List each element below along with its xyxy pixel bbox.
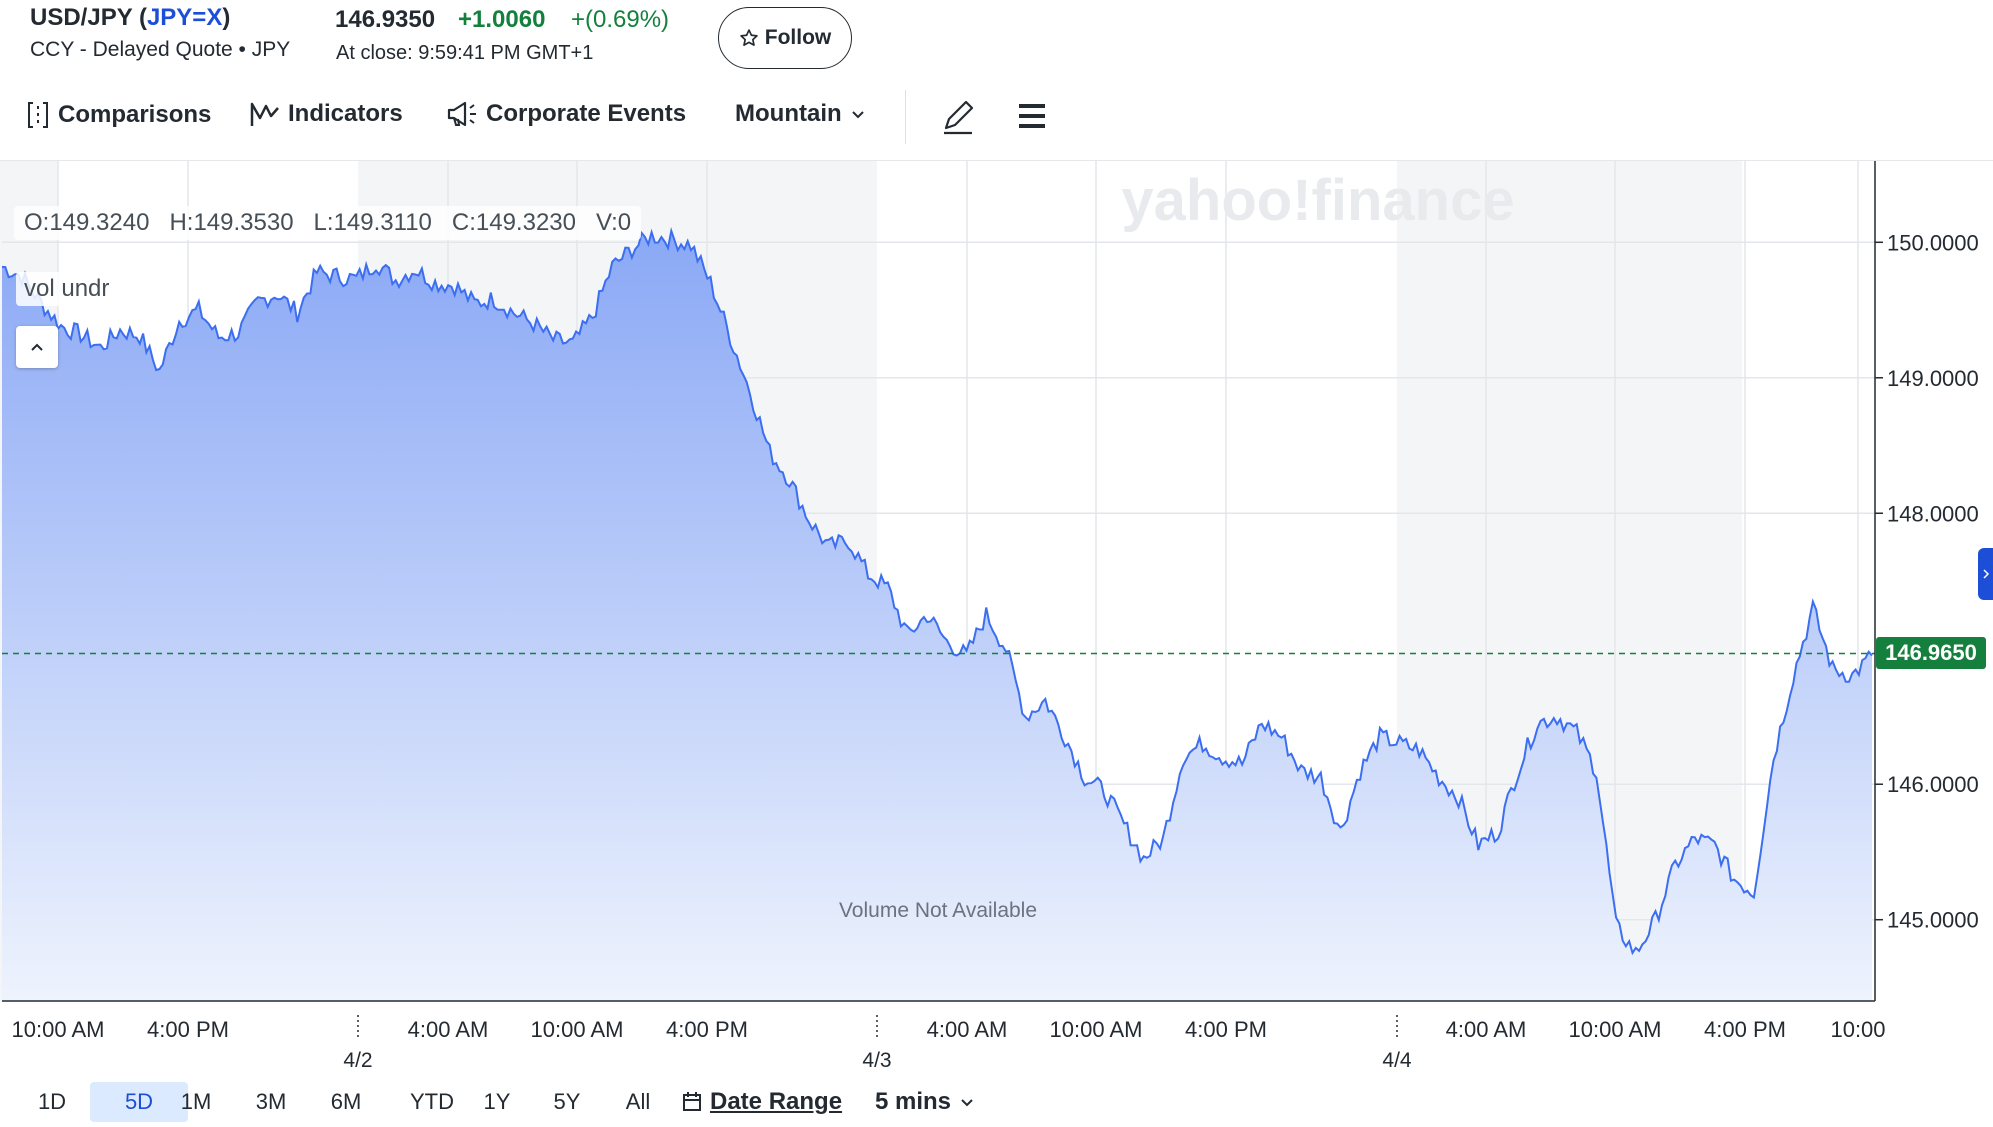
megaphone-icon xyxy=(447,101,476,127)
comparisons-icon xyxy=(28,102,48,128)
date-label: 4/4 xyxy=(1382,1049,1412,1072)
range-1d-button[interactable]: 1D xyxy=(37,1089,67,1114)
follow-button[interactable]: Follow xyxy=(718,7,852,69)
comparisons-button[interactable]: Comparisons xyxy=(26,100,211,130)
y-tick-label: 145.0000 xyxy=(1887,908,1979,933)
quote-subtitle: CCY - Delayed Quote • JPY xyxy=(30,38,291,61)
x-tick-label: 4:00 PM xyxy=(666,1017,748,1042)
chevron-down-icon xyxy=(961,1099,973,1107)
side-panel-toggle[interactable] xyxy=(1978,548,1993,600)
chart-top-border xyxy=(0,160,1993,161)
chart-type-dropdown[interactable]: Mountain xyxy=(735,100,866,128)
quote-title: USD/JPY (JPY=X) xyxy=(30,4,230,32)
price-change: +1.0060 xyxy=(458,6,546,33)
x-tick-label: 10:00 AM xyxy=(1569,1017,1662,1042)
ticker-prefix: USD/JPY ( xyxy=(30,4,147,31)
indicators-label: Indicators xyxy=(288,100,403,127)
price-change-percent: +(0.69%) xyxy=(571,6,670,33)
current-price: 146.9350 xyxy=(335,6,436,33)
x-tick-label: 10:00 AM xyxy=(12,1017,105,1042)
toolbar-divider xyxy=(905,90,906,144)
pencil-icon xyxy=(944,100,974,135)
x-tick-label: 4:00 AM xyxy=(1446,1017,1527,1042)
volume-indicator-label: vol undr xyxy=(16,272,118,306)
x-tick-label: 10:00 AM xyxy=(1050,1017,1143,1042)
comparisons-label: Comparisons xyxy=(58,101,212,128)
star-icon xyxy=(740,29,758,46)
range-all-button[interactable]: All xyxy=(625,1089,651,1114)
watermark: yahoo!finance xyxy=(1121,168,1514,233)
ticker-suffix: ) xyxy=(222,4,231,31)
x-tick-label: 4:00 AM xyxy=(408,1017,489,1042)
corporate-events-button[interactable]: Corporate Events xyxy=(446,100,686,128)
last-price-tag: 146.9650 xyxy=(1876,637,1986,670)
y-tick-label: 150.0000 xyxy=(1887,230,1979,255)
draw-button[interactable] xyxy=(940,96,976,141)
range-5y-button[interactable]: 5Y xyxy=(553,1089,581,1114)
x-tick-label: 10:00 AM xyxy=(531,1017,624,1042)
chevron-up-icon xyxy=(31,343,43,351)
price-area xyxy=(2,230,1872,1001)
ohlc-readout: O:149.3240 H:149.3530 L:149.3110 C:149.3… xyxy=(14,206,642,240)
range-1m-button[interactable]: 1M xyxy=(180,1089,212,1114)
x-tick-label: 10:00 xyxy=(1830,1017,1885,1042)
follow-label: Follow xyxy=(764,26,832,49)
chevron-right-icon xyxy=(1982,569,1989,579)
chevron-down-icon xyxy=(851,111,864,119)
x-tick-label: 4:00 PM xyxy=(1185,1017,1267,1042)
range-3m-button[interactable]: 3M xyxy=(255,1089,287,1114)
date-range-button[interactable]: Date Range xyxy=(682,1082,842,1122)
range-ytd-button[interactable]: YTD xyxy=(410,1089,454,1114)
range-5d-button[interactable]: 5D xyxy=(90,1082,188,1122)
chart-type-label: Mountain xyxy=(735,100,842,127)
indicators-icon xyxy=(250,102,279,126)
date-label: 4/2 xyxy=(343,1049,372,1072)
collapse-button[interactable] xyxy=(16,326,58,368)
interval-label: 5 mins xyxy=(875,1088,952,1115)
x-tick-label: 4:00 AM xyxy=(927,1017,1008,1042)
x-tick-label: 4:00 PM xyxy=(1704,1017,1786,1042)
date-range-label: Date Range xyxy=(710,1088,843,1115)
price-chart[interactable]: yahoo!finance 150.0000 149.0000 148.0000 14… xyxy=(0,161,1993,1127)
indicators-button[interactable]: Indicators xyxy=(250,100,403,128)
volume-not-available: Volume Not Available xyxy=(839,899,1037,922)
range-6m-button[interactable]: 6M xyxy=(330,1089,362,1114)
close-time: At close: 9:59:41 PM GMT+1 xyxy=(336,42,594,64)
corporate-events-label: Corporate Events xyxy=(486,100,687,127)
range-1y-button[interactable]: 1Y xyxy=(483,1089,511,1114)
price-line xyxy=(1,227,1873,956)
x-tick-label: 4:00 PM xyxy=(147,1017,229,1042)
hamburger-icon xyxy=(1019,104,1045,128)
y-tick-label: 148.0000 xyxy=(1887,501,1979,526)
y-tick-label: 149.0000 xyxy=(1887,366,1979,391)
menu-button[interactable] xyxy=(1017,100,1047,137)
interval-dropdown[interactable]: 5 mins xyxy=(875,1082,975,1122)
y-tick-label: 146.0000 xyxy=(1887,772,1979,797)
date-label: 4/3 xyxy=(862,1049,891,1072)
ticker-symbol-link[interactable]: JPY=X xyxy=(146,4,223,31)
calendar-icon xyxy=(683,1092,701,1111)
